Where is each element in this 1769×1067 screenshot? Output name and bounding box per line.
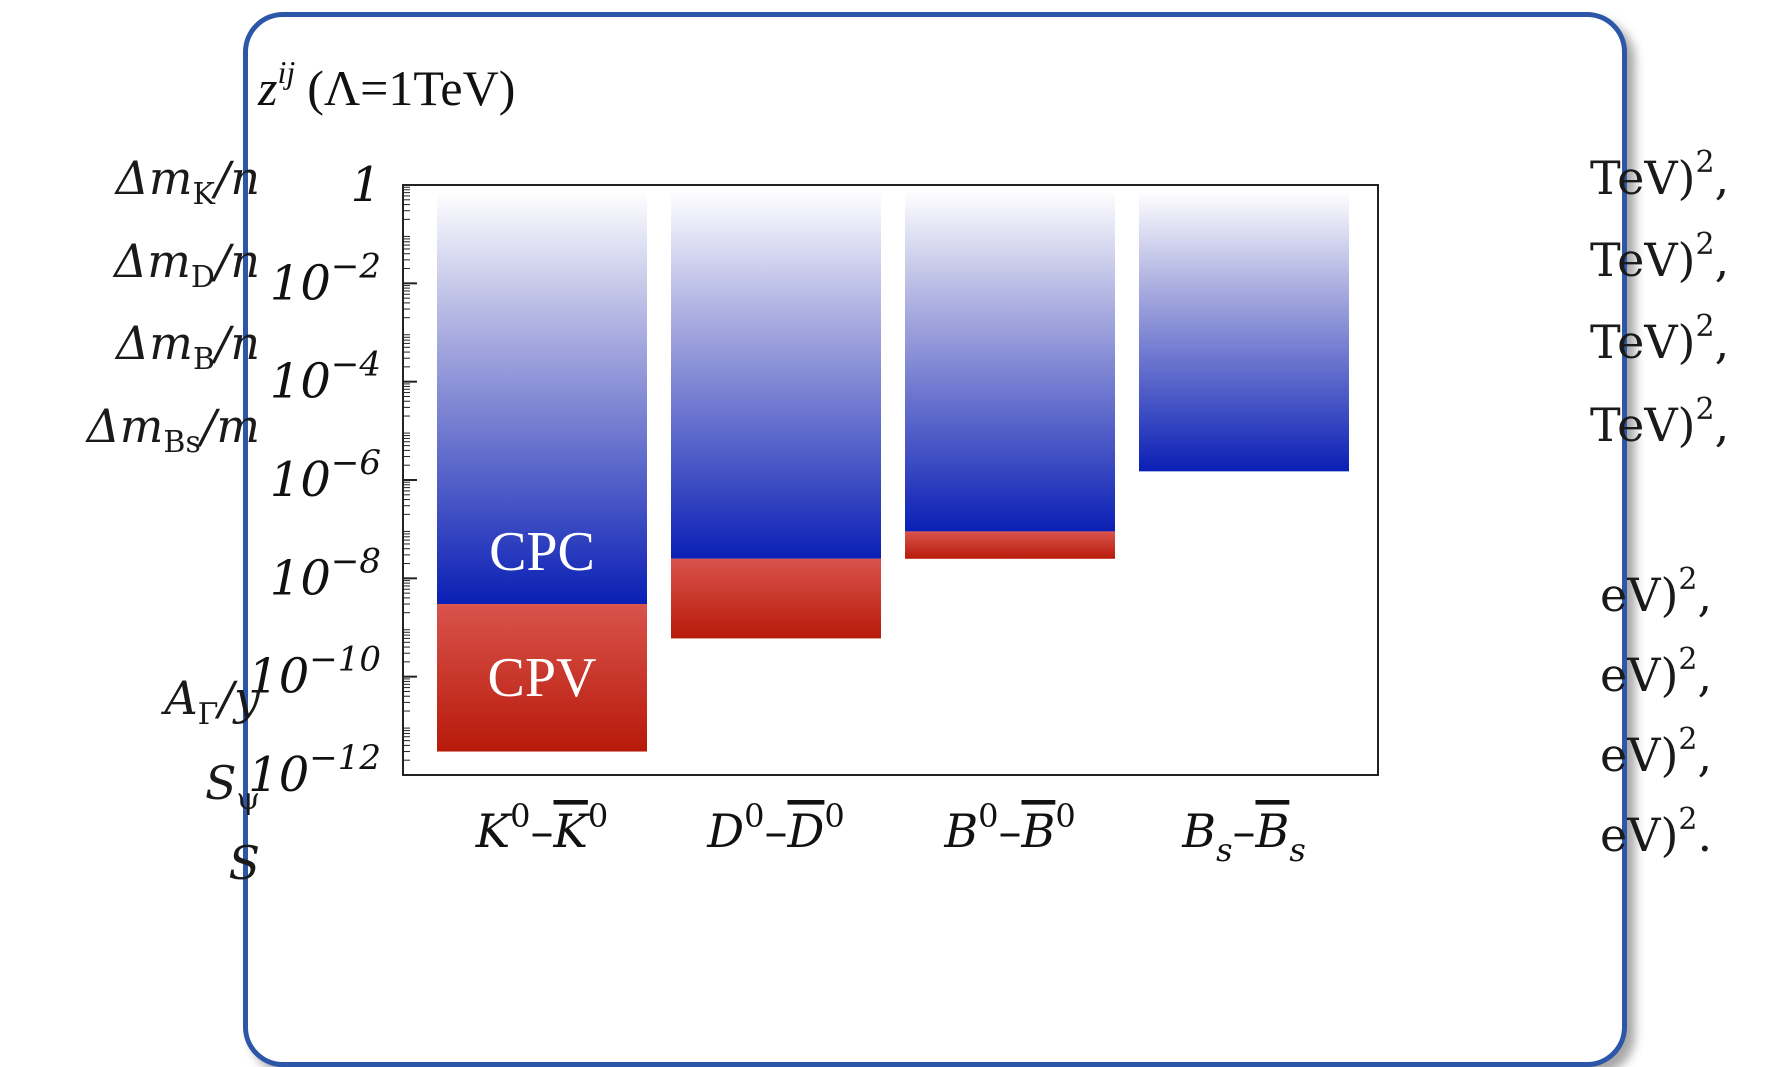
y-tick-base: 10 (270, 452, 331, 508)
x-tick-label: B0–B0 (943, 797, 1075, 858)
cat-b: D (787, 804, 825, 858)
background-equation-right: TeV)2, (1590, 309, 1730, 369)
y-tick-label: 10−2 (270, 246, 381, 311)
background-equation-right: TeV)2, (1590, 145, 1730, 205)
bar-cpc (671, 191, 881, 559)
cat-dash: – (1233, 804, 1256, 858)
cat-a-sup: 0 (744, 797, 764, 835)
y-tick-base: 10 (270, 354, 331, 410)
y-tick-label: 10−4 (270, 345, 381, 410)
title-condition: (Λ=1TeV) (307, 60, 515, 116)
y-tick-label: 10−8 (270, 541, 381, 606)
y-tick-exponent: −10 (309, 640, 381, 680)
background-equation-left: ΔmB/n (115, 320, 260, 375)
cat-a: K (475, 804, 513, 858)
x-tick-label: D0–D0 (706, 797, 845, 858)
y-tick-label: 1 (350, 157, 381, 213)
bars-group: CPC CPV (437, 191, 1349, 752)
cat-b-sup: 0 (588, 797, 608, 835)
cat-dash: – (999, 804, 1022, 858)
cat-a-sup: 0 (978, 797, 998, 835)
chart-title-text: zij (Λ=1TeV) (257, 54, 515, 116)
y-tick-exponent: −8 (331, 541, 381, 581)
title-superscript: ij (277, 54, 295, 90)
background-equation-left: AΓ/y (164, 675, 260, 730)
cat-b-sub: s (1289, 831, 1305, 869)
bar-label-cpc: CPC (489, 521, 595, 583)
y-tick-label: 10−10 (248, 640, 381, 705)
cat-a: B (943, 804, 978, 858)
cat-a: D (706, 804, 744, 858)
cat-b: B (1255, 804, 1290, 858)
x-tick-label: K0–K0 (475, 797, 608, 858)
bar-cpc (437, 191, 647, 605)
background-equation-right: eV)2, (1600, 642, 1713, 702)
background-equation-right: TeV)2, (1590, 392, 1730, 452)
y-tick-exponent: −2 (331, 246, 381, 286)
bar-cpv (671, 558, 881, 639)
cat-b: K (553, 804, 591, 858)
y-tick-base: 10 (248, 649, 309, 705)
background-equation-right: eV)2, (1600, 562, 1713, 622)
bar-label-cpv: CPV (488, 647, 597, 709)
cat-a-sub: s (1216, 831, 1232, 869)
background-equation-left: ΔmD/n (113, 238, 260, 293)
background-top-fragment (340, 0, 430, 6)
title-symbol: z (257, 60, 277, 116)
background-equation-right: eV)2, (1600, 722, 1713, 782)
cat-b-sup: 0 (1055, 797, 1075, 835)
bar-cpv (905, 531, 1115, 559)
y-tick-exponent: −12 (309, 738, 381, 778)
y-tick-base: 10 (248, 747, 309, 803)
cat-a: B (1181, 804, 1216, 858)
x-tick-label: Bs–Bs (1181, 804, 1305, 869)
cat-dash: – (531, 804, 554, 858)
y-tick-label: 10−12 (248, 738, 381, 803)
background-equation-left: ΔmK/n (115, 155, 260, 210)
background-equation-left: Sψ (204, 760, 260, 815)
background-equation-left: ΔmBs/m (86, 403, 260, 458)
y-tick-label: 10−6 (270, 443, 381, 508)
y-tick-exponent: −4 (331, 345, 381, 385)
cat-a-sup: 0 (510, 797, 530, 835)
chart-title: zij (Λ=1TeV) (257, 54, 515, 116)
background-equation-left: S (228, 840, 260, 890)
bar-cpc (1139, 191, 1349, 472)
y-tick-base: 10 (270, 550, 331, 606)
cat-b-sup: 0 (824, 797, 844, 835)
bar-cpv (437, 604, 647, 752)
x-axis: K0–K0 D0–D0 B0–B0 Bs–Bs (475, 797, 1306, 869)
y-tick-exponent: −6 (331, 443, 381, 483)
background-equation-right: TeV)2, (1590, 227, 1730, 287)
cat-b: B (1021, 804, 1056, 858)
bar-cpc (905, 191, 1115, 532)
chart-panel: zij (Λ=1TeV) CPC CPV 1 10−2 10−4 10−6 10−8 10−1… (243, 12, 1627, 1067)
background-equation-right: eV)2. (1600, 802, 1713, 862)
y-tick-base: 10 (270, 255, 331, 311)
cat-dash: – (765, 804, 788, 858)
